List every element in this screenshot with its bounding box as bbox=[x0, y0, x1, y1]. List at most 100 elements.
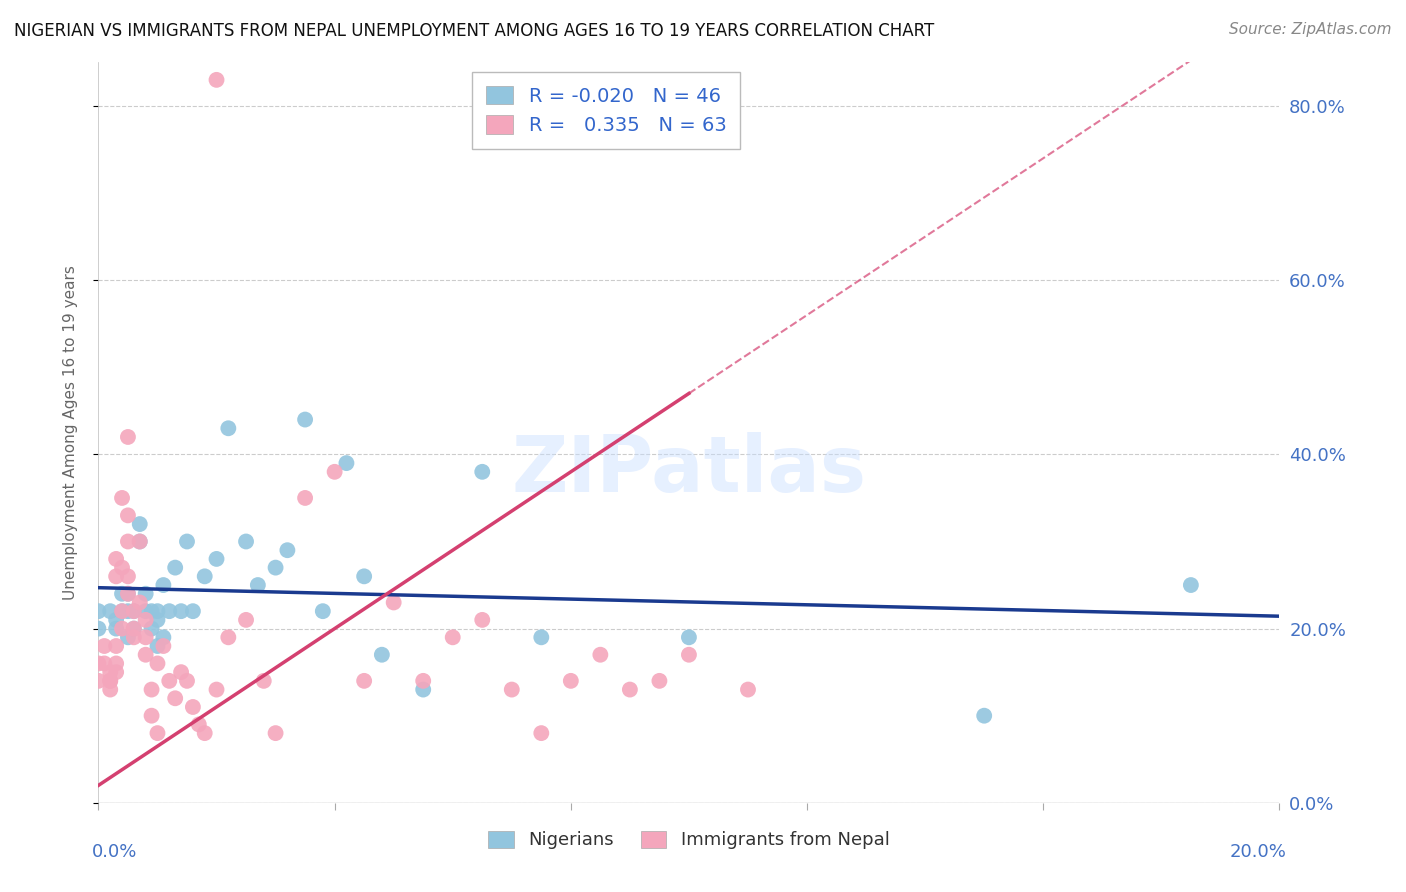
Point bbox=[294, 491, 316, 505]
Point bbox=[98, 673, 121, 688]
Point bbox=[194, 569, 217, 583]
Point bbox=[217, 421, 239, 435]
Point bbox=[560, 673, 582, 688]
Text: 20.0%: 20.0% bbox=[1230, 843, 1286, 861]
Point bbox=[111, 604, 134, 618]
Point bbox=[122, 604, 145, 618]
Point bbox=[335, 456, 357, 470]
Point bbox=[312, 604, 335, 618]
Point bbox=[152, 630, 174, 644]
Point bbox=[87, 657, 110, 671]
Point bbox=[87, 673, 110, 688]
Point bbox=[165, 560, 187, 574]
Point bbox=[128, 517, 150, 532]
Point bbox=[235, 613, 257, 627]
Point bbox=[589, 648, 612, 662]
Point bbox=[141, 708, 163, 723]
Point bbox=[135, 604, 157, 618]
Point bbox=[253, 673, 276, 688]
Point bbox=[471, 613, 494, 627]
Text: Source: ZipAtlas.com: Source: ZipAtlas.com bbox=[1229, 22, 1392, 37]
Point bbox=[111, 491, 134, 505]
Point bbox=[441, 630, 464, 644]
Point bbox=[98, 665, 121, 680]
Point bbox=[117, 587, 139, 601]
Point bbox=[170, 604, 193, 618]
Point bbox=[294, 412, 316, 426]
Point bbox=[93, 657, 115, 671]
Point bbox=[264, 560, 287, 574]
Point bbox=[117, 587, 139, 601]
Point bbox=[276, 543, 298, 558]
Point bbox=[146, 604, 169, 618]
Point bbox=[973, 708, 995, 723]
Point bbox=[737, 682, 759, 697]
Point bbox=[165, 691, 187, 706]
Point bbox=[98, 604, 121, 618]
Point bbox=[128, 534, 150, 549]
Point bbox=[205, 682, 228, 697]
Point bbox=[530, 630, 553, 644]
Point bbox=[648, 673, 671, 688]
Y-axis label: Unemployment Among Ages 16 to 19 years: Unemployment Among Ages 16 to 19 years bbox=[63, 265, 77, 600]
Point bbox=[181, 604, 204, 618]
Point bbox=[152, 578, 174, 592]
Point bbox=[111, 604, 134, 618]
Point bbox=[111, 622, 134, 636]
Point bbox=[530, 726, 553, 740]
Point bbox=[122, 622, 145, 636]
Point bbox=[412, 682, 434, 697]
Point bbox=[98, 682, 121, 697]
Point bbox=[146, 613, 169, 627]
Point bbox=[128, 534, 150, 549]
Point bbox=[111, 587, 134, 601]
Point bbox=[157, 604, 180, 618]
Point bbox=[117, 569, 139, 583]
Point bbox=[87, 604, 110, 618]
Point bbox=[678, 630, 700, 644]
Point bbox=[146, 657, 169, 671]
Legend: Nigerians, Immigrants from Nepal: Nigerians, Immigrants from Nepal bbox=[481, 823, 897, 856]
Point bbox=[122, 622, 145, 636]
Point bbox=[471, 465, 494, 479]
Point bbox=[181, 700, 204, 714]
Point bbox=[135, 613, 157, 627]
Point bbox=[128, 595, 150, 609]
Point bbox=[141, 622, 163, 636]
Point bbox=[264, 726, 287, 740]
Point bbox=[170, 665, 193, 680]
Point bbox=[122, 630, 145, 644]
Point bbox=[117, 534, 139, 549]
Point bbox=[93, 639, 115, 653]
Point bbox=[353, 673, 375, 688]
Point bbox=[176, 534, 198, 549]
Point bbox=[117, 604, 139, 618]
Text: NIGERIAN VS IMMIGRANTS FROM NEPAL UNEMPLOYMENT AMONG AGES 16 TO 19 YEARS CORRELA: NIGERIAN VS IMMIGRANTS FROM NEPAL UNEMPL… bbox=[14, 22, 935, 40]
Point bbox=[194, 726, 217, 740]
Point bbox=[353, 569, 375, 583]
Point bbox=[105, 613, 128, 627]
Point bbox=[619, 682, 641, 697]
Point bbox=[501, 682, 523, 697]
Point bbox=[235, 534, 257, 549]
Point bbox=[135, 648, 157, 662]
Point bbox=[105, 552, 128, 566]
Point bbox=[135, 630, 157, 644]
Point bbox=[117, 508, 139, 523]
Point bbox=[1180, 578, 1202, 592]
Point bbox=[87, 622, 110, 636]
Point bbox=[122, 604, 145, 618]
Point bbox=[141, 604, 163, 618]
Point bbox=[157, 673, 180, 688]
Text: ZIPatlas: ZIPatlas bbox=[512, 432, 866, 508]
Point bbox=[678, 648, 700, 662]
Point bbox=[135, 587, 157, 601]
Point bbox=[105, 657, 128, 671]
Point bbox=[382, 595, 405, 609]
Point bbox=[205, 73, 228, 87]
Point bbox=[141, 682, 163, 697]
Point bbox=[105, 569, 128, 583]
Point bbox=[146, 726, 169, 740]
Point bbox=[187, 717, 209, 731]
Point bbox=[152, 639, 174, 653]
